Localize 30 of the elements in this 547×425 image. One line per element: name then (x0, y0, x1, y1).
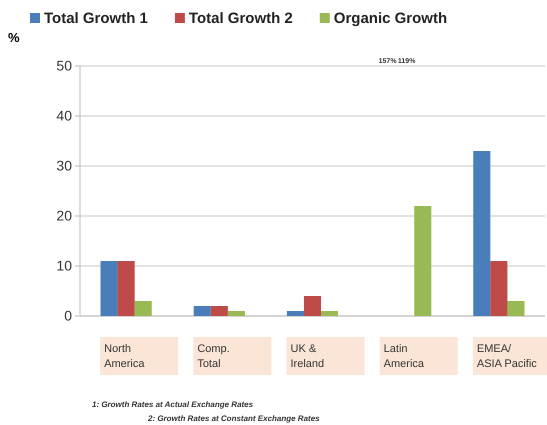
bar (118, 261, 135, 316)
y-tick-label: 10 (56, 257, 72, 274)
text: 1: Growth Rates at Actual Exchange Rates (92, 400, 254, 409)
y-tick-label: 50 (56, 57, 72, 74)
bar (286, 311, 304, 316)
x-tick-label: Latin America (384, 343, 425, 370)
bar (100, 261, 118, 316)
text: 2: Growth Rates at Constant Exchange Rates (147, 414, 320, 423)
bar (490, 261, 508, 316)
y-axis-title: % (8, 30, 20, 45)
y-tick-label: 40 (56, 107, 72, 124)
y-tick-label: 0 (64, 307, 72, 324)
bar (210, 306, 228, 316)
bar (228, 311, 245, 316)
bar (134, 301, 152, 316)
legend-label: Total Growth 2 (188, 10, 293, 27)
x-tick-label: UK & Ireland (290, 343, 324, 370)
bar (321, 311, 338, 316)
y-tick-label: 30 (56, 157, 72, 174)
x-tick-label: EMEA/ ASIA Pacific (476, 343, 538, 370)
bar (473, 151, 490, 316)
x-tick-label: North America (104, 343, 146, 370)
bar (194, 306, 211, 316)
bar (414, 206, 432, 316)
bar (507, 301, 524, 316)
legend-label: Organic Growth (334, 10, 448, 27)
x-tick-label: Comp. Total (197, 343, 230, 370)
legend-label: Total Growth 1 (44, 10, 148, 27)
bar (304, 296, 322, 316)
y-tick-label: 20 (56, 207, 72, 224)
